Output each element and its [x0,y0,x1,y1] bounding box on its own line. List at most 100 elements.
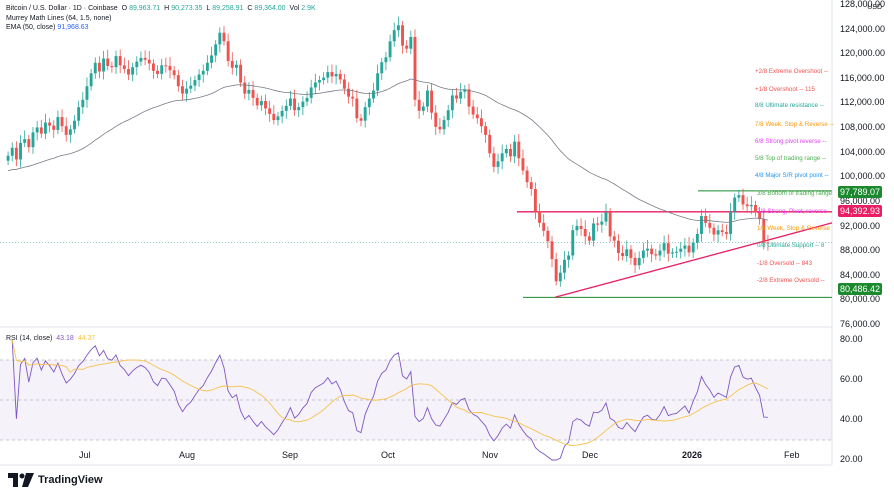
candle-body [484,126,488,135]
candle-body [475,114,479,119]
candle-body [35,127,39,133]
candle-body [658,250,662,256]
candle-body [272,113,276,121]
rsi-tick-label: 40.00 [840,414,863,424]
price-tick-label: 76,000.00 [840,319,881,329]
tradingview-logo[interactable]: TradingView [8,473,103,487]
rsi-line [11,339,768,461]
badge-resistance: 94,392.93 [838,205,882,217]
candle-body [118,56,122,66]
candle-body [39,127,43,134]
candle-body [376,73,380,91]
candle-body [143,57,147,60]
candle-body [567,255,571,260]
candle-body [355,98,359,119]
candle-body [529,182,533,189]
price-tick-label: 100,000.00 [840,171,886,182]
murrey-level-label: 3/8 Bottom of trading range [757,190,832,197]
candle-body [450,95,454,111]
candle-body [679,248,683,252]
candle-body [102,58,106,72]
high-value: 90,273.35 [171,5,203,12]
rsi-label[interactable]: RSI (14, close) 43.18 44.37 [6,334,97,343]
candle-body [517,141,521,159]
murrey-level-label: 4/8 Major S/R pivot point -- [755,172,829,179]
candle-body [546,230,550,242]
candle-body [288,98,292,106]
candle-body [762,219,766,243]
candle-body [525,170,529,183]
candle-body [650,248,654,255]
murrey-level-label: 8/8 Ultimate resistance -- [755,102,824,109]
rsi-ma-value: 44.37 [77,335,96,342]
ema-indicator-label[interactable]: EMA (50, close) 91,968.63 [6,23,91,32]
close-value: 89,364.00 [254,5,286,12]
candle-body [93,62,97,74]
murrey-level-label: 2/8 Strong, Pivot, reverse [757,208,827,215]
rsi-tick-label: 20.00 [840,454,863,464]
candle-body [592,223,595,241]
candle-body [56,117,60,130]
candle-body [81,99,85,108]
candle-body [322,77,326,81]
candle-body [500,153,504,162]
price-tick-label: 112,000.00 [840,97,885,108]
candle-body [554,259,558,282]
badge-top-line: 97,789.07 [838,186,882,198]
candle-body [720,230,724,233]
candle-body [205,62,209,71]
candle-body [127,69,130,75]
price-tick-label: 104,000.00 [840,146,886,157]
candle-body [43,122,47,134]
candle-body [334,73,338,77]
candle-body [687,245,691,253]
candle-body [280,110,284,117]
candle-body [733,197,737,212]
candle-body [625,249,629,257]
low-label: L [206,5,211,12]
candle-body [48,122,52,126]
candle-body [538,211,542,223]
candle-body [662,243,666,251]
candle-body [226,41,230,61]
candle-body [372,90,375,99]
symbol-label[interactable]: Bitcoin / U.S. Dollar · 1D · Coinbase [6,5,118,12]
price-tick-label: 124,000.00 [840,23,886,34]
candle-body [604,212,608,222]
candle-body [164,65,168,67]
candle-body [446,110,450,121]
candle-body [255,97,259,106]
badge-support: 80,486.42 [838,283,882,295]
candle-body [425,90,429,107]
candle-body [14,147,18,160]
candle-body [19,142,22,160]
candle-body [417,99,421,111]
candle-body [392,30,396,42]
candle-body [749,205,753,207]
candle-body [193,80,197,86]
candle-body [459,91,463,99]
murrey-level-label: 0/8 Ultimate Support -- 8 [757,242,825,249]
price-tick-label: 92,000.00 [840,220,881,231]
murrey-level-label: 5/8 Top of trading range -- [755,155,827,162]
candle-body [504,149,508,154]
open-value: 89,963.71 [129,5,161,12]
candle-body [131,67,135,75]
candle-body [268,108,272,114]
candle-body [700,216,703,234]
candle-body [297,107,301,111]
candle-body [513,141,517,157]
candle-body [455,95,458,99]
candle-body [313,82,317,88]
candle-body [409,37,413,49]
candle-body [264,101,267,109]
price-tick-label: 80,000.00 [840,294,881,305]
candle-body [160,65,164,74]
murrey-indicator-label[interactable]: Murrey Math Lines (64, 1.5, none) [6,14,113,23]
candle-body [695,233,699,243]
candle-body [293,98,297,111]
price-tick-label: 120,000.00 [840,48,886,59]
candle-body [496,161,500,167]
candle-body [151,63,155,71]
